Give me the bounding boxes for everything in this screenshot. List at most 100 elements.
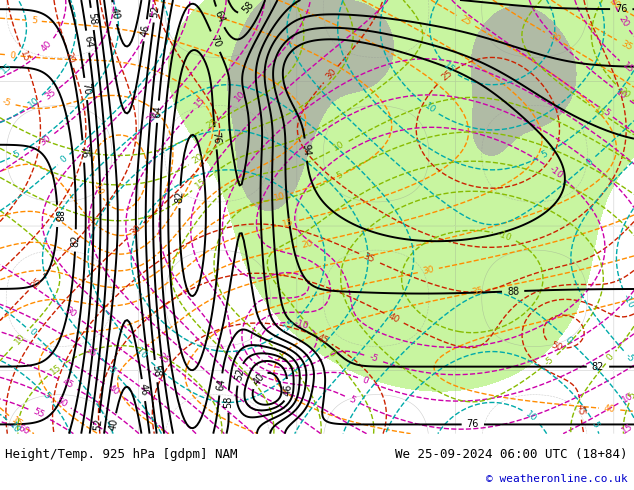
- Text: 52: 52: [233, 368, 246, 382]
- Text: 15: 15: [0, 62, 14, 76]
- Text: 88: 88: [507, 286, 519, 296]
- Text: -5: -5: [543, 355, 555, 368]
- Text: 5: 5: [12, 149, 22, 159]
- Text: -5: -5: [368, 352, 379, 364]
- Text: 45: 45: [576, 403, 586, 415]
- Text: 70: 70: [80, 82, 91, 96]
- Text: 0: 0: [605, 352, 616, 363]
- Text: -15: -15: [280, 318, 297, 335]
- Text: 50: 50: [549, 341, 563, 353]
- Text: 5: 5: [589, 419, 600, 429]
- Text: 25: 25: [459, 14, 473, 27]
- Text: 82: 82: [592, 362, 604, 371]
- Text: 5: 5: [602, 107, 611, 118]
- Text: 0: 0: [563, 335, 573, 345]
- Text: 40: 40: [604, 404, 616, 414]
- Text: 10: 10: [614, 87, 628, 101]
- Text: 40: 40: [387, 312, 401, 325]
- Text: 40: 40: [608, 0, 622, 11]
- Text: 20: 20: [64, 51, 76, 65]
- Text: 45: 45: [61, 377, 75, 391]
- Text: 40: 40: [108, 6, 120, 20]
- Text: 15: 15: [592, 105, 606, 119]
- Text: -10: -10: [621, 293, 634, 310]
- Text: 5: 5: [30, 16, 37, 25]
- Text: 46: 46: [138, 383, 149, 397]
- Text: 5: 5: [627, 391, 634, 400]
- Text: 70: 70: [209, 34, 223, 49]
- Text: 5: 5: [540, 149, 550, 160]
- Text: -5: -5: [623, 351, 634, 364]
- Text: 76: 76: [78, 145, 89, 158]
- Text: 10: 10: [273, 191, 287, 203]
- Text: 40: 40: [106, 383, 120, 397]
- Text: 30: 30: [63, 305, 77, 319]
- Text: -10: -10: [496, 229, 513, 243]
- Text: 10: 10: [233, 89, 247, 104]
- Text: 40: 40: [39, 39, 54, 54]
- Text: 58: 58: [223, 395, 233, 408]
- Text: 25: 25: [29, 275, 43, 290]
- Text: 5: 5: [41, 391, 51, 401]
- Text: 15: 15: [49, 362, 63, 376]
- Text: 58: 58: [86, 12, 98, 25]
- Text: 30: 30: [323, 67, 338, 82]
- Text: 58: 58: [150, 365, 162, 378]
- Text: 88: 88: [53, 210, 62, 222]
- Text: 0: 0: [27, 327, 37, 338]
- Text: 20: 20: [618, 86, 631, 100]
- Text: We 25-09-2024 06:00 UTC (18+84): We 25-09-2024 06:00 UTC (18+84): [395, 448, 628, 461]
- Text: -10: -10: [133, 344, 149, 361]
- Text: 35: 35: [43, 88, 58, 102]
- Text: 35: 35: [84, 345, 98, 359]
- Text: 52: 52: [93, 417, 104, 431]
- Text: 10: 10: [13, 332, 27, 346]
- Text: 20: 20: [146, 110, 160, 124]
- Text: 64: 64: [215, 378, 226, 391]
- Text: 10: 10: [7, 421, 22, 435]
- Text: 64: 64: [213, 9, 226, 24]
- Text: 20: 20: [301, 238, 314, 249]
- Text: 30: 30: [422, 265, 435, 276]
- Text: 40: 40: [108, 417, 120, 431]
- Text: 30: 30: [547, 31, 562, 45]
- Text: 15: 15: [18, 50, 30, 64]
- Text: Height/Temp. 925 hPa [gdpm] NAM: Height/Temp. 925 hPa [gdpm] NAM: [5, 448, 238, 461]
- Text: 82: 82: [174, 191, 185, 203]
- Text: 15: 15: [620, 421, 634, 435]
- Text: 0: 0: [585, 156, 595, 167]
- Text: 10: 10: [27, 95, 41, 109]
- Text: 15: 15: [193, 95, 207, 110]
- Text: 46: 46: [139, 24, 151, 37]
- Text: 10: 10: [332, 140, 346, 153]
- Text: 52: 52: [150, 4, 161, 18]
- Text: -5: -5: [105, 363, 118, 376]
- Text: 64: 64: [152, 105, 164, 118]
- Text: 35: 35: [362, 251, 376, 265]
- Text: -10: -10: [90, 179, 104, 196]
- Text: © weatheronline.co.uk: © weatheronline.co.uk: [486, 474, 628, 484]
- Text: 10: 10: [621, 391, 634, 405]
- Text: 10: 10: [524, 410, 539, 424]
- Text: 25: 25: [205, 118, 219, 131]
- Text: 20: 20: [617, 14, 630, 28]
- Text: 46: 46: [282, 384, 294, 396]
- Text: 50: 50: [55, 396, 68, 410]
- Text: -10: -10: [547, 164, 564, 180]
- Text: 35: 35: [470, 286, 484, 297]
- Text: 40: 40: [251, 371, 266, 387]
- Text: 0: 0: [326, 349, 336, 359]
- Text: 35: 35: [619, 39, 633, 52]
- Text: 94: 94: [301, 143, 311, 156]
- Text: 60: 60: [16, 424, 30, 437]
- Text: 30: 30: [39, 133, 53, 147]
- Text: 15: 15: [281, 217, 295, 229]
- Text: 76: 76: [467, 419, 479, 429]
- Text: 55: 55: [31, 407, 45, 420]
- Text: 30: 30: [129, 223, 143, 238]
- Text: 5: 5: [347, 394, 356, 405]
- Text: 25: 25: [439, 69, 454, 83]
- Text: 15: 15: [442, 61, 456, 75]
- Text: 0: 0: [58, 154, 68, 165]
- Text: 15: 15: [620, 61, 634, 75]
